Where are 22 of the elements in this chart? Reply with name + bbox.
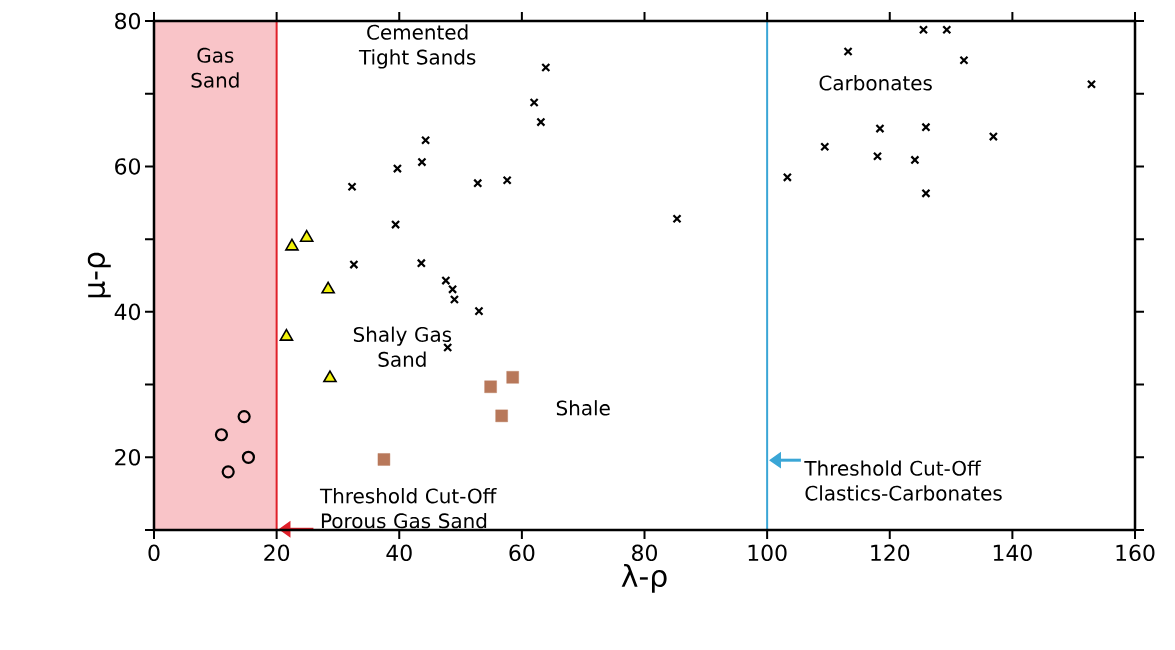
ref-line-label: Threshold Cut-Off Porous Gas Sand [319, 488, 497, 529]
y-tick-label: 80 [115, 12, 141, 30]
y-tick-label: 60 [115, 158, 141, 175]
band-label: Gas Sand [191, 47, 239, 88]
annotation: Cemented Tight Sands [358, 24, 476, 69]
x-tick-label: 40 [386, 544, 412, 562]
x-tick-label: 140 [993, 544, 1032, 562]
annotation: Carbonates [819, 75, 932, 91]
x-tick-label: 60 [509, 544, 535, 562]
y-tick-label: 20 [115, 449, 141, 466]
y-axis-title: μ-ρ [87, 252, 111, 298]
annotation: Shaly Gas Sand [353, 326, 452, 367]
x-tick-label: 100 [748, 544, 787, 562]
x-tick-label: 80 [632, 544, 657, 562]
x-tick-label: 120 [871, 544, 910, 562]
annotation: Shale [556, 400, 610, 416]
y-tick-label: 40 [114, 303, 141, 321]
x-tick-label: 160 [1116, 544, 1155, 562]
x-axis-title: λ-ρ [621, 563, 667, 593]
ref-line-label: Threshold Cut-Off Clastics-Carbonates [804, 460, 1002, 501]
x-tick-label: 20 [264, 544, 290, 562]
x-tick-label: 0 [148, 544, 160, 562]
